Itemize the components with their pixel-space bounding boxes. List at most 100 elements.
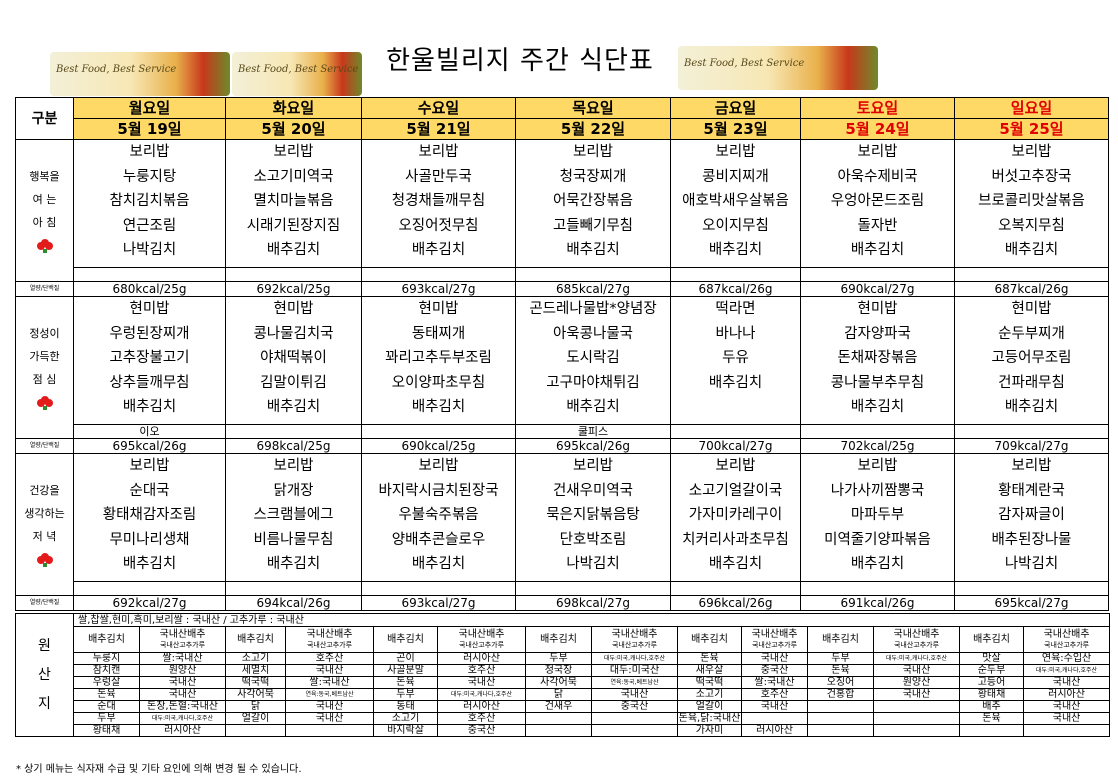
menu-item: 배추김치 (411, 242, 466, 259)
origin-ingredient (525, 712, 592, 725)
origin-source: 중국산 (591, 700, 678, 713)
menu-item: 보리밥 (129, 144, 170, 160)
menu-extra (954, 267, 1109, 282)
menu-item: 고등어무조림 (991, 350, 1072, 367)
menu-item: 묵은지닭볶음탕 (546, 507, 640, 524)
origin-source: 국내산 (139, 688, 226, 701)
origin-source: 국내산 (1022, 700, 1111, 713)
menu-cell: 보리밥 소고기얼갈이국 가자미카레구이 치커리사과초무침 배추김치 (670, 453, 801, 582)
menu-item: 보리밥 (1011, 458, 1052, 474)
flower-icon (36, 396, 53, 410)
origin-ingredient: 순두부 (959, 664, 1024, 677)
kcal-value: 700kcal/27g (670, 438, 801, 454)
menu-item: 애호박새우살볶음 (682, 193, 789, 210)
menu-item: 연근조림 (122, 217, 177, 234)
menu-item: 배추김치 (566, 399, 620, 416)
origin-ingredient: 떡국떡 (677, 676, 742, 689)
origin-source: 호주산 (741, 688, 808, 701)
meal-side-label: 저 녁 (32, 530, 57, 543)
menu-item: 우렁된장찌개 (109, 325, 190, 342)
menu-item: 비름나물무침 (253, 531, 334, 548)
origin-source (591, 712, 678, 725)
origin-ingredient: 돈육,닭:국내산 (677, 712, 742, 725)
menu-extra: 이오 (73, 424, 226, 439)
menu-item: 배추김치 (122, 399, 177, 416)
kcal-value: 698kcal/25g (225, 438, 362, 454)
menu-cell: 보리밥 콩비지찌개 애호박새우살볶음 오이지무침 배추김치 (670, 139, 801, 268)
menu-item: 현미밥 (273, 301, 314, 317)
origin-ingredient: 두부 (807, 652, 874, 665)
menu-item: 가자미카레구이 (688, 507, 783, 524)
weekly-menu-table: 구분 월요일 화요일 수요일 목요일 금요일 토요일 일요일 5월 19일 5월 20일 5월 21… (15, 97, 1109, 611)
menu-cell: 보리밥 황태계란국 감자짜글이 배추된장나물 나박김치 (954, 453, 1109, 582)
origin-header-source: 국내산배추 국내산고추가루 (591, 626, 678, 653)
menu-cell: 보리밥 건새우미역국 묵은지닭볶음탕 단호박조림 나박김치 (515, 453, 671, 582)
origin-header-source: 국내산배추 국내산고추가루 (873, 626, 960, 653)
day-date: 5월 20일 (225, 118, 362, 140)
menu-item: 보리밥 (1011, 144, 1052, 160)
menu-item: 도시락김 (566, 350, 620, 367)
origin-table: 원 산 지 쌀,찹쌀,현미,흑미,보리쌀 : 국내산 / 고추가루 : 국내산 배추김치… (15, 613, 1111, 737)
menu-extra (225, 267, 362, 282)
origin-header-item: 배추김치 (373, 626, 438, 653)
origin-note: 쌀,찹쌀,현미,흑미,보리쌀 : 국내산 / 고추가루 : 국내산 (72, 613, 1111, 627)
menu-item: 참치김치볶음 (109, 193, 190, 210)
menu-cell: 보리밥 누룽지탕 참치김치볶음 연근조림 나박김치 (73, 139, 226, 268)
origin-source (1022, 724, 1111, 737)
origin-header-item: 배추김치 (807, 626, 874, 653)
menu-extra (225, 581, 362, 596)
kcal-value: 695kcal/26g (73, 438, 226, 454)
origin-side-label: 지 (38, 695, 51, 712)
kcal-value: 694kcal/26g (225, 595, 362, 611)
menu-item: 콩나물부추무침 (830, 374, 925, 391)
menu-item: 나박김치 (1004, 556, 1059, 573)
kcal-value: 696kcal/26g (670, 595, 801, 611)
menu-item: 보리밥 (129, 458, 170, 474)
origin-source (285, 724, 374, 737)
menu-cell: 보리밥 아욱수제비국 우엉아몬드조림 돌자반 배추김치 (800, 139, 955, 268)
flower-icon (36, 239, 53, 253)
origin-ingredient: 떡국떡 (225, 676, 286, 689)
menu-cell: 보리밥 순대국 황태채감자조림 무미나리생채 배추김치 (73, 453, 226, 582)
menu-item: 배추김치 (708, 242, 763, 259)
menu-item: 보리밥 (857, 458, 898, 474)
origin-ingredient: 맛살 (959, 652, 1024, 665)
kcal-value: 692kcal/27g (73, 595, 226, 611)
origin-ingredient: 참치캔 (73, 664, 140, 677)
origin-ingredient: 돈육 (959, 712, 1024, 725)
origin-ingredient: 동태 (373, 700, 438, 713)
origin-ingredient: 소고기 (677, 688, 742, 701)
menu-item: 감자짜글이 (998, 507, 1065, 524)
origin-source: 쌀:국내산 (139, 652, 226, 665)
menu-item: 나박김치 (566, 556, 620, 573)
menu-extra (670, 424, 801, 439)
origin-ingredient: 돈육 (807, 664, 874, 677)
origin-source (741, 712, 808, 725)
origin-source: 국내산 (285, 664, 374, 677)
origin-source: 연육:동국,베트남산 (285, 688, 374, 701)
menu-item: 나박김치 (122, 242, 177, 259)
origin-ingredient: 얼갈이 (677, 700, 742, 713)
origin-header-item: 배추김치 (677, 626, 742, 653)
menu-item: 떡라면 (715, 301, 756, 317)
meal-side-label: 건강을 (29, 484, 60, 497)
menu-item: 돌자반 (857, 217, 898, 234)
origin-header-source: 국내산배추 국내산고추가루 (1022, 626, 1111, 653)
menu-cell: 현미밥 콩나물김치국 야채떡볶이 김말이튀김 배추김치 (225, 296, 362, 425)
origin-ingredient: 우렁살 (73, 676, 140, 689)
menu-extra (73, 581, 226, 596)
origin-source: 국내산 (285, 700, 374, 713)
menu-item: 청국장찌개 (559, 168, 627, 185)
menu-item: 돈채짜장볶음 (837, 350, 918, 367)
menu-item: 동태찌개 (411, 325, 466, 342)
menu-item: 배추김치 (850, 556, 905, 573)
origin-source: 대두:미국,캐나다,호주산 (437, 688, 526, 701)
origin-ingredient: 바지락살 (373, 724, 438, 737)
menu-cell: 보리밥 닭개장 스크램블에그 비름나물무침 배추김치 (225, 453, 362, 582)
menu-item: 고들빼기무침 (552, 217, 634, 234)
menu-extra (800, 581, 955, 596)
meal-side-label: 정성이 (29, 327, 60, 340)
menu-item: 순두부찌개 (998, 325, 1065, 342)
menu-extra (225, 424, 362, 439)
menu-item: 사골만두국 (405, 168, 472, 185)
